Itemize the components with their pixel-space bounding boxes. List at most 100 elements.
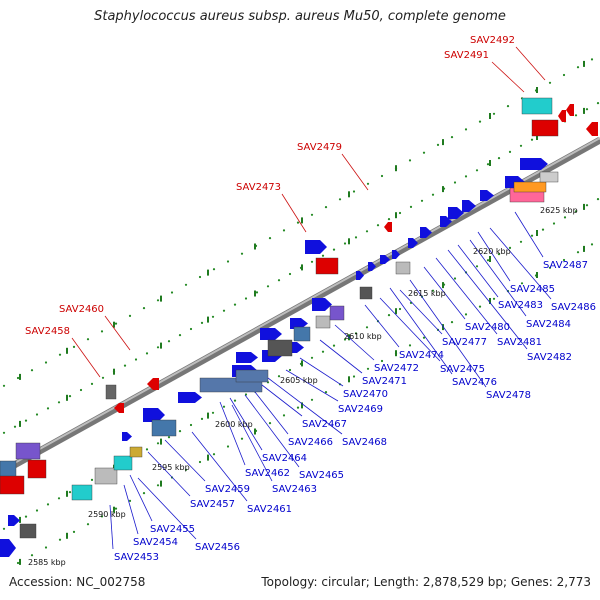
track-dot — [508, 150, 512, 153]
cds-arrow — [448, 207, 464, 219]
cds-block — [0, 475, 25, 495]
label-leader — [435, 257, 498, 335]
cds-block — [113, 455, 133, 471]
track-dot — [128, 499, 132, 502]
track-dot — [58, 353, 62, 356]
feature-label: SAV2485 — [510, 284, 555, 295]
track-dot — [211, 315, 215, 318]
track-dot — [343, 242, 347, 245]
track-dot — [24, 515, 28, 518]
track-dot — [184, 283, 188, 286]
track-dot — [142, 307, 146, 310]
feature-label: SAV2491 — [444, 50, 489, 61]
track-dot — [145, 352, 149, 355]
track-dot — [198, 460, 202, 464]
track-dot — [134, 358, 138, 361]
cds-block — [359, 286, 373, 300]
track-dot — [541, 228, 545, 231]
cds-block — [235, 369, 269, 383]
track-dot — [492, 112, 496, 115]
track-dot — [354, 332, 358, 335]
track-dot — [431, 289, 435, 292]
track-dot — [332, 248, 336, 251]
track-dot — [44, 361, 48, 364]
track-dot — [156, 299, 160, 302]
track-dot — [530, 234, 534, 237]
kbp-ticks: 2585 kbp 2590 kbp 2595 kbp 2600 kbp 2605 kbp… — [28, 206, 578, 567]
label-leader — [231, 404, 273, 482]
track-dot — [189, 327, 193, 331]
feature-label: SAV2477 — [442, 337, 487, 348]
track-dot — [288, 368, 292, 372]
label-leader — [229, 397, 263, 451]
cds-arrow — [122, 432, 132, 441]
track-dot — [156, 484, 160, 487]
track-dot — [226, 445, 230, 448]
track-dot — [398, 211, 402, 215]
cds-arrow — [114, 403, 124, 413]
cds-block — [531, 119, 559, 137]
cds-arrow — [305, 240, 327, 254]
track-dot — [30, 554, 34, 557]
track-dot — [574, 210, 578, 213]
cds-block — [521, 97, 553, 115]
track-dot — [310, 356, 314, 359]
track-dot — [184, 468, 188, 471]
feature-label: SAV2462 — [245, 468, 290, 479]
track-dot — [310, 260, 314, 263]
feature-label: SAV2481 — [497, 337, 542, 348]
track-dot — [189, 423, 193, 427]
track-dot — [79, 388, 83, 392]
label-leader — [469, 239, 527, 317]
label-leader — [364, 304, 400, 348]
track-dot — [2, 527, 6, 530]
track-dot — [431, 193, 435, 196]
cds-block — [129, 446, 143, 458]
label-leader — [123, 484, 139, 535]
cds-arrow — [462, 200, 476, 212]
track-dot — [212, 453, 216, 456]
feature-label: SAV2465 — [299, 470, 344, 481]
label-leader — [109, 504, 114, 550]
label-connectors — [71, 46, 552, 550]
track-dot — [277, 279, 281, 282]
cds-block — [19, 523, 37, 539]
track-dot — [198, 275, 202, 279]
track-dot — [46, 407, 50, 410]
track-dot — [475, 265, 479, 268]
cds-arrow — [0, 539, 16, 557]
cds-block — [539, 171, 559, 183]
track-dot — [68, 491, 72, 494]
track-dot — [585, 108, 589, 111]
cds-arrow — [356, 271, 364, 280]
track-dot — [123, 364, 127, 367]
label-leader — [515, 46, 546, 81]
cds-arrow — [368, 262, 376, 271]
feature-label: SAV2460 — [59, 304, 104, 315]
feature-label: SAV2472 — [374, 363, 419, 374]
track-dot — [354, 236, 358, 239]
track-dot — [332, 344, 336, 347]
track-dot — [35, 509, 39, 512]
track-dot — [90, 382, 94, 385]
feature-label: SAV2476 — [452, 377, 497, 388]
track-dot — [478, 120, 482, 123]
track-dot — [212, 268, 216, 271]
label-leader — [399, 289, 443, 335]
track-dot — [486, 163, 490, 166]
track-dot — [387, 314, 391, 317]
feature-label: SAV2486 — [551, 302, 596, 313]
track-dot — [366, 182, 370, 185]
track-dot — [398, 307, 402, 311]
accession-text: Accession: NC_002758 — [9, 575, 146, 589]
feature-label: SAV2466 — [288, 437, 333, 448]
track-dot — [44, 546, 48, 549]
track-dot — [266, 285, 270, 288]
track-dot — [30, 369, 34, 372]
track-dot — [86, 338, 90, 341]
track-dot — [100, 515, 104, 518]
cds-features — [0, 97, 598, 557]
track-dot — [450, 321, 454, 324]
track-dot — [35, 413, 39, 416]
label-leader — [447, 249, 528, 350]
